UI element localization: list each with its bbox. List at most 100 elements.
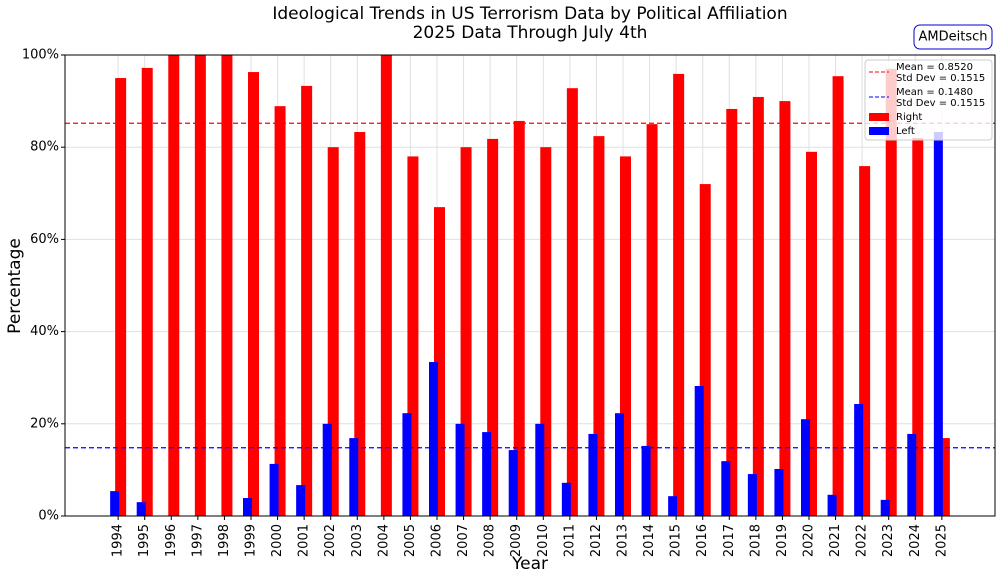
x-tick-label: 1999 <box>244 524 259 557</box>
bar <box>699 184 711 516</box>
bar <box>885 68 897 516</box>
bar <box>673 73 685 516</box>
x-tick-label: 2006 <box>430 524 445 557</box>
x-tick-label: 2011 <box>562 524 577 557</box>
y-tick-label: 80% <box>30 140 59 155</box>
bar <box>641 445 651 516</box>
bar <box>938 438 950 516</box>
x-tick-label: 2012 <box>589 524 604 557</box>
legend-label: Mean = 0.8520 <box>896 62 973 73</box>
bar <box>859 166 871 516</box>
x-tick-label: 2000 <box>270 524 285 557</box>
legend-box <box>864 59 993 141</box>
legend-label: Std Dev = 0.1515 <box>896 98 985 109</box>
bar <box>301 85 313 517</box>
bar <box>721 461 731 516</box>
bar <box>141 67 153 517</box>
x-tick-label: 1998 <box>217 524 232 557</box>
bar <box>110 491 120 516</box>
x-tick-label: 1997 <box>190 524 205 557</box>
y-tick-label: 60% <box>30 232 59 247</box>
x-tick-label: 2010 <box>536 524 551 557</box>
bar <box>907 433 917 516</box>
bar <box>460 147 472 516</box>
bar <box>354 131 366 516</box>
x-tick-label: 2009 <box>509 524 524 557</box>
legend-label: Std Dev = 0.1515 <box>896 73 985 84</box>
bar <box>535 423 545 516</box>
bar <box>593 136 605 517</box>
x-tick-label: 1996 <box>164 524 179 557</box>
x-tick-label: 2008 <box>483 524 498 557</box>
bar <box>912 137 924 517</box>
x-tick-label: 2025 <box>934 524 949 557</box>
bar <box>508 450 518 516</box>
bar <box>274 106 286 517</box>
x-tick-label: 2020 <box>802 524 817 557</box>
x-tick-label: 2016 <box>695 524 710 557</box>
bar <box>513 120 525 516</box>
bar <box>620 156 631 517</box>
bar <box>380 55 392 516</box>
bar <box>136 502 146 516</box>
bar <box>615 413 624 516</box>
plot-frame <box>64 54 996 517</box>
x-tick-label: 2002 <box>323 524 338 557</box>
bar <box>832 76 844 517</box>
watermark-box <box>913 24 993 50</box>
x-tick-label: 2022 <box>855 524 870 557</box>
y-axis-label: Percentage <box>5 238 25 334</box>
bar <box>779 101 791 516</box>
x-tick-label: 2018 <box>748 524 763 557</box>
x-tick-label: 2015 <box>669 524 684 557</box>
x-tick-label: 2024 <box>908 524 923 557</box>
bar <box>115 78 127 517</box>
bar <box>482 432 492 516</box>
bar <box>566 88 578 516</box>
bar <box>646 124 658 517</box>
bar <box>827 494 837 516</box>
x-tick-label: 2013 <box>616 524 631 557</box>
x-tick-label: 2019 <box>775 524 790 557</box>
bar <box>747 474 757 516</box>
bar <box>269 463 279 516</box>
x-tick-label: 2021 <box>828 524 843 557</box>
watermark: AMDeitsch <box>919 30 988 45</box>
bar <box>407 156 419 517</box>
bar <box>806 151 817 516</box>
y-tick-label: 100% <box>22 48 59 63</box>
y-tick-label: 0% <box>38 509 59 524</box>
bar <box>402 413 412 516</box>
bar <box>774 468 784 516</box>
bar <box>168 55 180 516</box>
bar <box>933 131 943 516</box>
bar <box>327 147 339 516</box>
x-tick-label: 1995 <box>137 524 152 557</box>
x-axis-label: Year <box>511 554 548 574</box>
bar <box>752 96 764 517</box>
chart-subtitle: 2025 Data Through July 4th <box>413 23 648 43</box>
x-tick-label: 2014 <box>642 524 657 557</box>
bar <box>880 499 890 516</box>
x-tick-label: 2007 <box>456 524 471 557</box>
x-tick-label: 2023 <box>881 524 896 557</box>
bar <box>668 496 678 516</box>
legend-swatch <box>869 127 889 135</box>
legend-swatch <box>869 113 889 121</box>
legend-label: Right <box>896 112 922 123</box>
bar <box>540 147 552 516</box>
y-tick-label: 40% <box>30 324 59 339</box>
bar <box>296 485 306 516</box>
bar <box>248 72 259 516</box>
bar <box>221 55 233 516</box>
chart-title: Ideological Trends in US Terrorism Data … <box>272 4 787 24</box>
bar <box>854 403 864 516</box>
legend-label: Left <box>896 126 915 137</box>
x-tick-label: 2005 <box>403 524 418 557</box>
x-tick-label: 2003 <box>350 524 365 557</box>
y-tick-label: 20% <box>30 416 59 431</box>
bar <box>801 419 810 516</box>
bar <box>322 423 332 516</box>
bar <box>429 362 438 516</box>
